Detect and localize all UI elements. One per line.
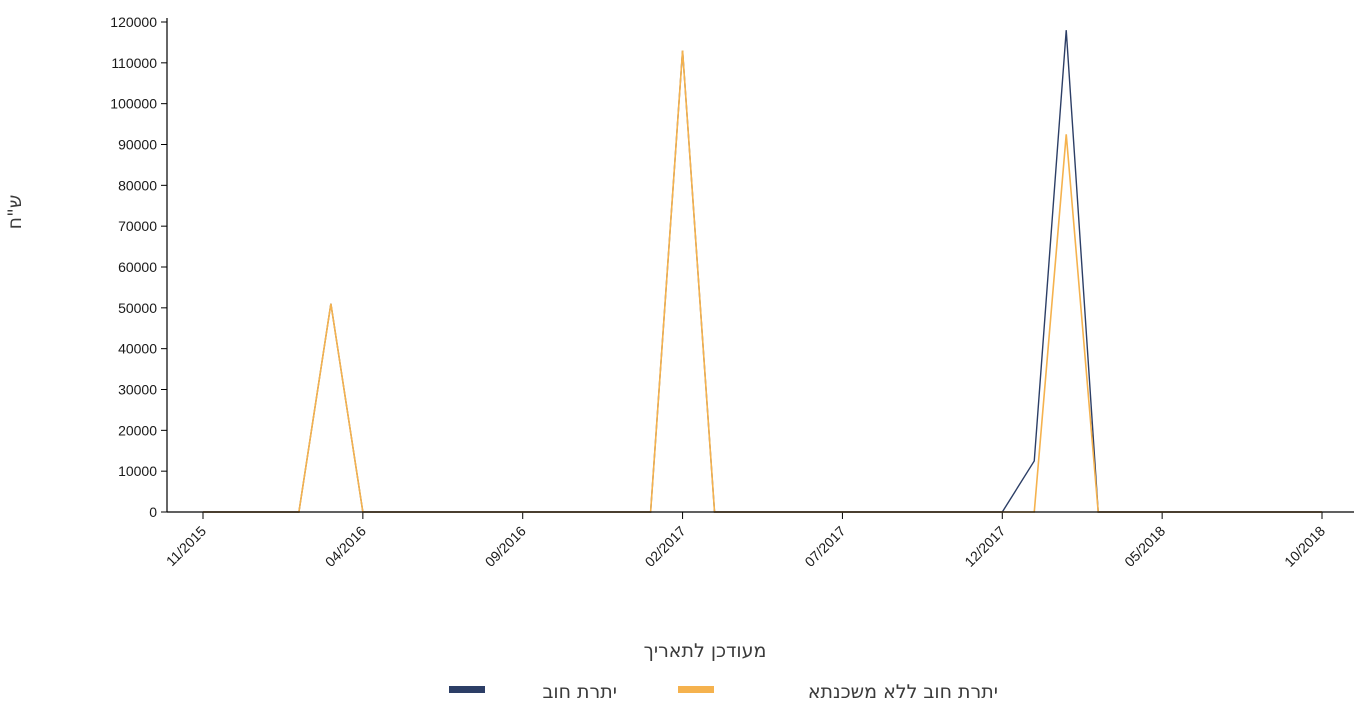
y-tick-label: 120000 [110, 14, 157, 30]
y-tick-label: 90000 [118, 137, 157, 153]
x-axis-title: מעודכן לתאריך [644, 640, 767, 662]
axes [166, 18, 1354, 513]
series-line-2 [203, 50, 1322, 513]
legend-label-2: יתרת חוב ללא משכנתא [808, 681, 998, 703]
y-tick-label: 40000 [118, 341, 157, 357]
y-axis-title: ש"ח [4, 195, 26, 230]
y-tick-label: 110000 [111, 55, 157, 71]
y-tick-label: 70000 [118, 218, 157, 234]
legend-swatch-2 [678, 686, 714, 693]
series-lines [203, 30, 1322, 513]
x-tick-label: 02/2017 [642, 523, 689, 570]
x-tick-label: 07/2017 [801, 523, 848, 570]
y-tick-label: 30000 [118, 382, 157, 398]
legend-label-1: יתרת חוב [542, 681, 617, 703]
chart-legend: יתרת חוב יתרת חוב ללא משכנתא [449, 681, 998, 703]
y-tick-label: 100000 [110, 96, 157, 112]
y-tick-label: 50000 [118, 300, 157, 316]
y-tick-label: 20000 [118, 422, 157, 438]
y-axis-ticks: 0 10000 20000 30000 40000 50000 60000 70000 8000… [110, 14, 167, 520]
legend-swatch-1 [449, 686, 485, 693]
y-tick-label: 60000 [118, 259, 157, 275]
x-tick-label: 05/2018 [1121, 523, 1168, 570]
x-tick-label: 09/2016 [482, 523, 529, 570]
x-tick-label: 12/2017 [961, 523, 1008, 570]
x-tick-label: 04/2016 [322, 523, 369, 570]
x-tick-label: 10/2018 [1281, 523, 1328, 570]
x-axis-ticks: 11/2015 04/2016 09/2016 02/2017 07/2017 12/20… [163, 512, 1328, 570]
series-line-1 [203, 30, 1322, 513]
y-tick-label: 10000 [118, 463, 157, 479]
x-tick-label: 11/2015 [163, 523, 210, 570]
y-tick-label: 80000 [118, 177, 157, 193]
y-tick-label: 0 [149, 504, 157, 520]
